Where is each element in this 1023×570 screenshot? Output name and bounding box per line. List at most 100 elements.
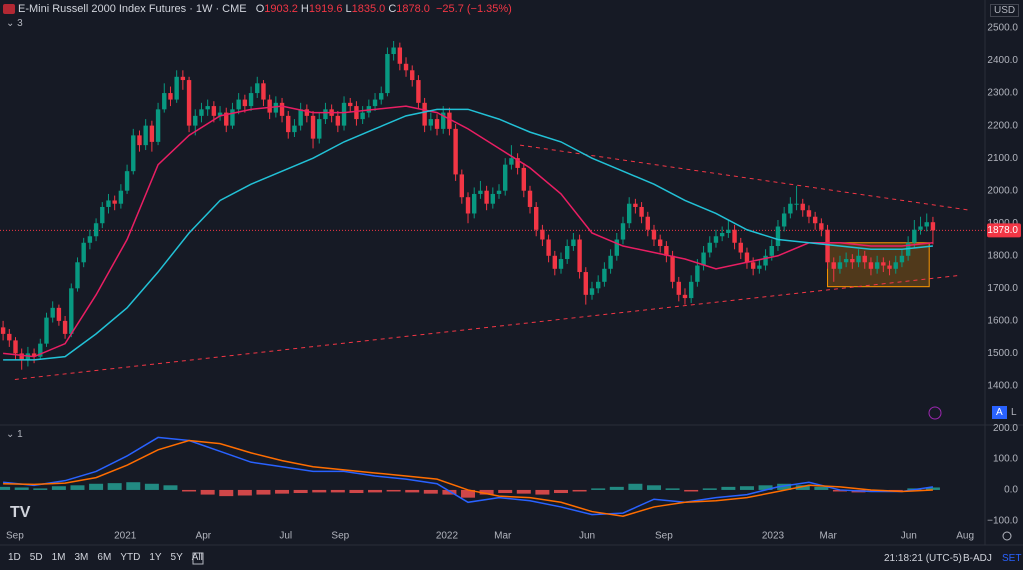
candle-body (527, 190, 533, 207)
histogram-bar (349, 489, 364, 494)
candle-body (186, 80, 192, 126)
histogram-bar (498, 489, 513, 494)
candle-body (490, 193, 496, 204)
range-button[interactable]: 5D (29, 552, 43, 563)
range-button[interactable]: 3M (74, 552, 89, 563)
range-button[interactable]: 5Y (170, 552, 183, 563)
candle-body (546, 239, 551, 256)
histogram-bar (591, 488, 606, 490)
candle-body (193, 115, 198, 126)
candle-body (732, 229, 737, 243)
last-price-label: 1878.0 (987, 225, 1018, 236)
histogram-bar (684, 489, 699, 492)
y-tick-label: 1900.0 (987, 218, 1018, 229)
candle-body (248, 93, 254, 107)
indicator-toggle[interactable]: ⌄ 1 (6, 429, 23, 440)
range-button[interactable]: 6M (97, 552, 112, 563)
range-button[interactable]: YTD (120, 552, 141, 563)
candle-body (472, 193, 477, 214)
candle-body (515, 158, 520, 168)
histogram-bar (182, 489, 197, 492)
candle-body (862, 255, 867, 263)
histogram-bar (758, 485, 773, 490)
candle-body (800, 203, 805, 211)
candle-body (261, 83, 266, 100)
pane (0, 41, 985, 380)
ohlc-value: 1919.6 (308, 3, 343, 15)
candle-body (143, 125, 148, 146)
candle-body (819, 223, 824, 230)
range-button[interactable]: All (191, 552, 203, 563)
range-button[interactable]: 1M (51, 552, 66, 563)
adjust-button[interactable]: B-ADJ (963, 553, 992, 564)
candle-body (149, 125, 155, 142)
candle-body (887, 265, 892, 269)
range-button[interactable]: 1Y (149, 552, 162, 563)
candle-body (837, 262, 843, 269)
candle-body (242, 99, 248, 107)
ohlc-key: H (300, 3, 309, 15)
candle-body (279, 102, 285, 116)
histogram-bar (330, 489, 345, 493)
candle-body (100, 206, 105, 224)
candle-body (918, 226, 923, 230)
candle-body (81, 242, 86, 263)
histogram-bar (163, 485, 178, 490)
y-tick-label: 2000.0 (987, 185, 1018, 196)
histogram-bar (219, 489, 234, 497)
y-tick-label: 2300.0 (987, 88, 1018, 99)
candle-body (267, 99, 272, 113)
candle-body (881, 262, 886, 266)
candle-body (695, 265, 700, 282)
y-tick-label: 2500.0 (987, 23, 1018, 34)
x-tick-label: Jun (579, 531, 595, 542)
candle-body (286, 115, 291, 133)
candle-body (348, 102, 353, 107)
settings-icon[interactable] (1002, 531, 1012, 541)
log-scale[interactable]: L (1011, 407, 1017, 418)
x-tick-label: Sep (331, 531, 349, 542)
candle-body (825, 229, 830, 263)
indicator-toggle[interactable]: ⌄ 3 (6, 18, 23, 29)
candle-body (930, 222, 936, 231)
candle-body (31, 353, 37, 357)
candle-body (558, 259, 564, 269)
candle-body (713, 236, 719, 243)
auto-scale[interactable]: A (992, 406, 1007, 419)
calendar-icon[interactable] (192, 552, 204, 565)
candle-body (273, 102, 279, 113)
candle-body (428, 119, 434, 126)
histogram-bar (51, 486, 66, 490)
candle-body (174, 76, 179, 100)
candle-body (583, 272, 588, 295)
y-tick-label: 1400.0 (987, 381, 1018, 392)
histogram-bar (144, 483, 159, 490)
candle-body (38, 343, 43, 357)
x-tick-label: Sep (655, 531, 673, 542)
settlement-button[interactable]: SET (1002, 553, 1022, 564)
currency[interactable]: USD (990, 4, 1020, 17)
candle-body (478, 190, 483, 194)
candle-body (304, 109, 310, 116)
alert-icon[interactable] (928, 406, 942, 420)
candle-body (788, 203, 793, 214)
histogram-bar (70, 485, 85, 490)
ohlc-key: O (255, 3, 265, 15)
range-button[interactable]: 1D (8, 552, 21, 563)
candle-body (317, 119, 322, 139)
x-tick-label: Mar (820, 531, 838, 542)
x-tick-label: 2023 (762, 531, 785, 542)
candle-body (614, 239, 619, 256)
candle-body (168, 93, 173, 100)
candle-body (397, 47, 403, 64)
moving-average (3, 108, 934, 361)
histogram-bar (200, 489, 215, 495)
x-tick-label: Apr (196, 531, 212, 542)
candle-body (217, 112, 223, 116)
histogram-bar (479, 489, 494, 495)
histogram-bar (107, 483, 122, 490)
candle-body (434, 119, 440, 129)
ohlc-value: 1835.0 (351, 3, 386, 15)
candle-body (44, 317, 49, 344)
candle-body (459, 174, 465, 198)
